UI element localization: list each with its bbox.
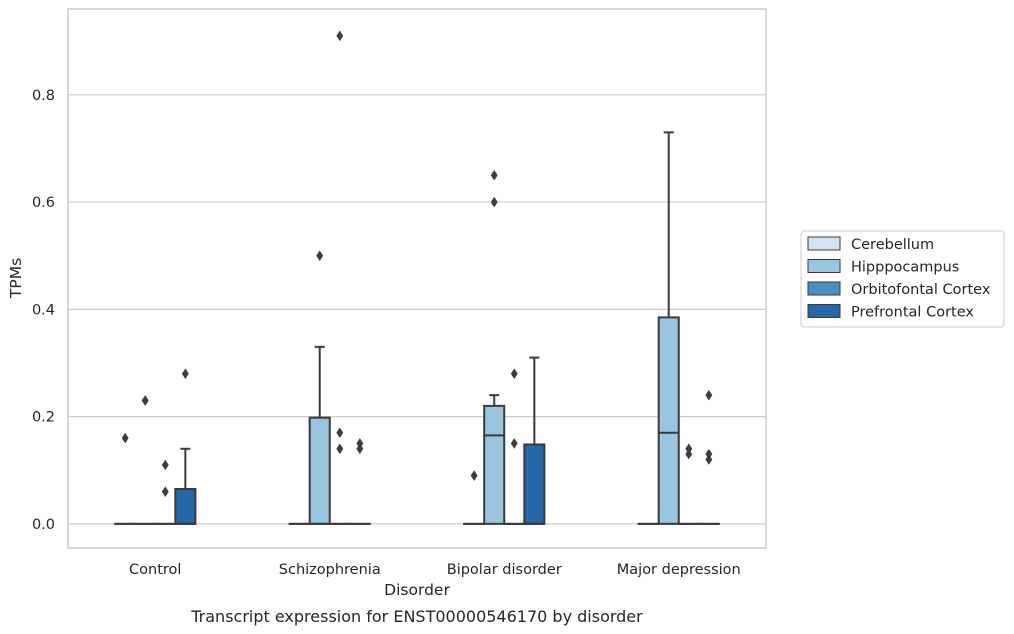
outlier-marker xyxy=(336,443,344,455)
box-prefrontal-cortex xyxy=(523,356,546,525)
outlier-marker xyxy=(316,250,324,261)
legend-label: Prefrontal Cortex xyxy=(851,305,974,321)
outlier-marker xyxy=(336,427,344,438)
box-hipppocampus xyxy=(483,169,506,525)
y-tick-label: 0.0 xyxy=(32,517,55,533)
box-hipppocampus xyxy=(308,250,331,525)
box-prefrontal-cortex xyxy=(174,368,197,525)
plot-area xyxy=(68,9,766,548)
outlier-marker xyxy=(181,368,189,379)
figure-caption: Transcript expression for ENST0000054617… xyxy=(190,607,643,626)
outlier-marker xyxy=(490,169,498,181)
outlier-marker xyxy=(121,432,129,444)
y-tick-label: 0.4 xyxy=(32,302,55,318)
legend-label: Orbitofontal Cortex xyxy=(851,282,991,298)
outlier-marker xyxy=(490,196,498,208)
plot-frame xyxy=(67,8,767,549)
boxes xyxy=(114,30,720,525)
outlier-marker xyxy=(470,470,478,481)
outlier-marker xyxy=(161,486,169,497)
box-body xyxy=(523,443,546,525)
x-tick-label: Control xyxy=(129,562,181,578)
outlier-marker xyxy=(356,443,364,455)
box-prefrontal-cortex xyxy=(697,389,720,525)
y-tick-label: 0.2 xyxy=(32,410,55,426)
outlier-marker xyxy=(705,389,713,401)
legend-swatch xyxy=(807,259,841,273)
outlier-marker xyxy=(510,438,518,449)
box-body xyxy=(657,316,680,525)
box-prefrontal-cortex xyxy=(348,438,371,525)
x-tick-label: Bipolar disorder xyxy=(447,562,562,578)
x-axis-title: Disorder xyxy=(384,581,450,599)
legend-swatch xyxy=(807,236,841,251)
y-tick-label: 0.8 xyxy=(32,88,55,104)
legend-swatch xyxy=(807,304,841,318)
legend-label: Cerebellum xyxy=(851,237,934,253)
outlier-marker xyxy=(685,443,693,455)
outlier-marker xyxy=(336,30,344,42)
x-tick-label: Major depression xyxy=(617,562,741,578)
outlier-marker xyxy=(705,454,713,465)
outlier-marker xyxy=(705,448,713,460)
legend-swatch xyxy=(807,281,841,296)
box-body xyxy=(174,488,197,525)
legend-label: Hipppocampus xyxy=(851,260,959,276)
x-tick-labels: Control Schizophrenia Bipolar disorder Majo… xyxy=(129,562,741,578)
box-hipppocampus xyxy=(657,131,680,525)
y-axis-title: TPMs xyxy=(7,258,25,299)
outlier-marker xyxy=(141,395,149,406)
y-tick-label: 0.6 xyxy=(32,195,55,211)
outlier-marker xyxy=(685,448,693,460)
outlier-marker xyxy=(510,368,518,379)
x-tick-label: Schizophrenia xyxy=(279,562,381,578)
legend-frame xyxy=(800,230,1005,328)
legend: Cerebellum Hipppocampus Orbitofontal Corte… xyxy=(800,230,1005,328)
outlier-marker xyxy=(356,438,364,449)
box-body xyxy=(483,404,506,525)
y-tick-labels: 0.0 0.2 0.4 0.6 0.8 xyxy=(32,88,55,533)
box-body xyxy=(308,416,331,525)
outlier-marker xyxy=(161,459,169,471)
